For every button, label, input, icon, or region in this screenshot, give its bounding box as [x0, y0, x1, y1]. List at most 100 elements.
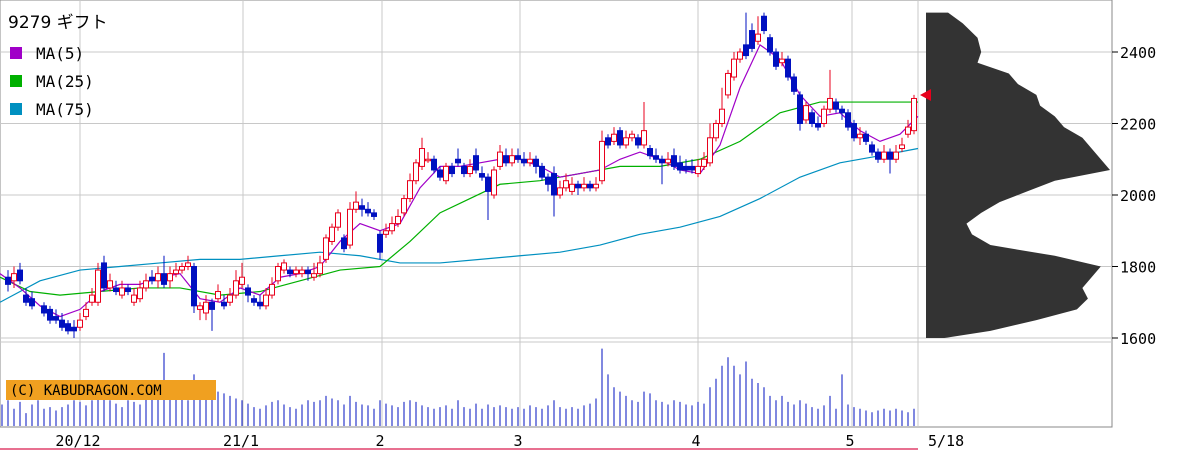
candle-down — [377, 233, 383, 253]
candle-up — [719, 108, 725, 124]
candle-up — [107, 280, 113, 289]
candle-up — [89, 294, 95, 303]
candle-up — [299, 269, 305, 275]
candle-down — [635, 137, 641, 146]
candle-down — [791, 76, 797, 92]
candle-down — [341, 237, 347, 250]
candle-up — [395, 215, 401, 225]
x-tick-label: 2 — [375, 432, 384, 450]
candle-up — [695, 165, 701, 175]
candle-up — [227, 294, 233, 303]
candle-down — [533, 158, 539, 167]
copyright-badge: (C) KABUDRAGON.COM — [6, 380, 216, 400]
candle-down — [53, 316, 59, 321]
x-tick-label: 5/18 — [928, 432, 964, 450]
candle-down — [359, 205, 365, 210]
candle-down — [887, 151, 893, 160]
candle-down — [29, 298, 35, 307]
volume-profile-shape — [926, 12, 1110, 339]
candle-up — [911, 97, 917, 132]
y-tick-label: 2200 — [1120, 116, 1156, 134]
copyright-badge-bg — [6, 380, 216, 400]
candle-down — [455, 158, 461, 164]
candle-up — [119, 287, 125, 296]
candle-down — [431, 158, 437, 171]
candle-down — [251, 298, 257, 303]
candle-down — [125, 287, 131, 293]
candle-down — [875, 151, 881, 160]
candle-down — [221, 301, 227, 307]
candle-down — [437, 169, 443, 178]
candle-up — [185, 262, 191, 267]
candle-up — [821, 108, 827, 124]
candle-down — [815, 123, 821, 128]
candlesticks — [5, 12, 917, 338]
candle-down — [515, 155, 521, 160]
candle-up — [569, 183, 575, 192]
candle-down — [23, 294, 29, 303]
x-tick-label: 3 — [513, 432, 522, 450]
candle-down — [551, 173, 557, 196]
last-price-marker — [920, 89, 931, 101]
y-tick-label: 1800 — [1120, 259, 1156, 277]
candle-up — [401, 198, 407, 214]
candle-up — [11, 273, 17, 282]
x-tick-label: 21/1 — [223, 432, 259, 450]
candle-down — [539, 165, 545, 178]
candle-up — [713, 123, 719, 139]
candle-down — [473, 155, 479, 171]
candle-up — [419, 148, 425, 167]
candle-down — [191, 266, 197, 307]
ma75-line — [0, 147, 919, 303]
candle-down — [575, 183, 581, 189]
candle-down — [839, 108, 845, 114]
candle-down — [743, 44, 749, 57]
candle-up — [827, 97, 833, 110]
candle-down — [809, 112, 815, 125]
candle-up — [353, 201, 359, 210]
volume-bars — [1, 348, 915, 426]
candle-down — [797, 94, 803, 125]
candle-up — [599, 140, 605, 182]
candle-up — [629, 133, 635, 139]
candle-down — [587, 183, 593, 189]
candle-up — [707, 137, 713, 164]
y-axis-ticks: 2400 2200 2000 1800 1600 — [1112, 44, 1156, 348]
candle-up — [413, 162, 419, 182]
x-tick-label: 5 — [845, 432, 854, 450]
candle-down — [209, 301, 215, 310]
candle-up — [167, 273, 173, 282]
candle-up — [899, 144, 905, 150]
candle-up — [263, 294, 269, 307]
candle-down — [671, 155, 677, 167]
legend-swatch-ma5 — [10, 47, 22, 59]
candle-up — [593, 183, 599, 189]
candle-down — [113, 287, 119, 293]
candle-down — [47, 308, 53, 321]
candle-down — [485, 176, 491, 192]
candle-up — [425, 158, 431, 162]
x-tick-label: 4 — [691, 432, 700, 450]
candle-down — [449, 165, 455, 175]
candle-up — [509, 155, 515, 164]
candle-up — [581, 183, 587, 189]
copyright-text: (C) KABUDRAGON.COM — [10, 383, 162, 399]
moving-average-lines — [0, 43, 919, 318]
candle-up — [131, 294, 137, 303]
ma5-line — [0, 43, 919, 318]
candle-up — [623, 137, 629, 146]
candle-up — [491, 169, 497, 196]
candle-down — [773, 51, 779, 67]
candle-down — [845, 112, 851, 128]
legend-swatch-ma75 — [10, 103, 22, 115]
candle-up — [611, 133, 617, 142]
candle-up — [665, 158, 671, 164]
chart-title: 9279 ギフト — [8, 13, 108, 33]
candle-up — [347, 208, 353, 246]
candle-down — [461, 165, 467, 175]
candle-up — [197, 305, 203, 310]
candle-up — [731, 58, 737, 78]
candle-down — [41, 305, 47, 314]
candle-down — [677, 162, 683, 171]
candle-up — [737, 51, 743, 60]
